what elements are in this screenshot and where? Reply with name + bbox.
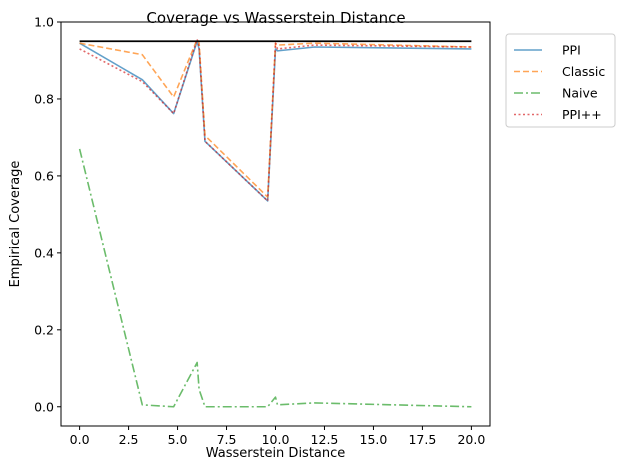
x-tick-label: 5.0 xyxy=(168,432,188,447)
x-tick-label: 17.5 xyxy=(408,432,436,447)
x-tick-label: 12.5 xyxy=(311,432,339,447)
y-tick-label: 0.2 xyxy=(34,322,54,337)
legend-frame xyxy=(505,33,616,128)
legend-label: Naive xyxy=(562,86,598,101)
x-ticks: 0.0 2.5 5.0 7.5 10.0 12.5 15.0 17.5 20.0 xyxy=(70,426,485,447)
plot-frame xyxy=(60,21,491,427)
x-tick-label: 10.0 xyxy=(262,432,290,447)
x-tick-label: 0.0 xyxy=(70,432,90,447)
x-tick-label: 7.5 xyxy=(217,432,237,447)
series-line-ppi xyxy=(79,40,472,202)
chart-title: Coverage vs Wasserstein Distance xyxy=(146,9,405,27)
plot-lines xyxy=(78,38,472,408)
legend: PPI Classic Naive PPI++ xyxy=(505,33,616,128)
legend-label: PPI xyxy=(562,43,581,58)
y-tick-label: 1.0 xyxy=(34,15,54,30)
series-line-ppiplusplus xyxy=(79,38,472,202)
x-tick-label: 2.5 xyxy=(119,432,139,447)
x-tick-label: 15.0 xyxy=(360,432,388,447)
y-axis-label: Empirical Coverage xyxy=(8,161,23,288)
y-ticks: 0.0 0.2 0.4 0.6 0.8 1.0 xyxy=(34,15,61,414)
x-tick-label: 20.0 xyxy=(457,432,485,447)
legend-label: Classic xyxy=(562,64,605,79)
x-axis-label: Wasserstein Distance xyxy=(206,446,346,461)
y-tick-label: 0.6 xyxy=(34,168,54,183)
y-tick-label: 0.4 xyxy=(34,245,54,260)
y-tick-label: 0.8 xyxy=(34,91,54,106)
series-line-naive xyxy=(78,148,472,408)
legend-label: PPI++ xyxy=(562,107,602,122)
y-tick-label: 0.0 xyxy=(34,399,54,414)
